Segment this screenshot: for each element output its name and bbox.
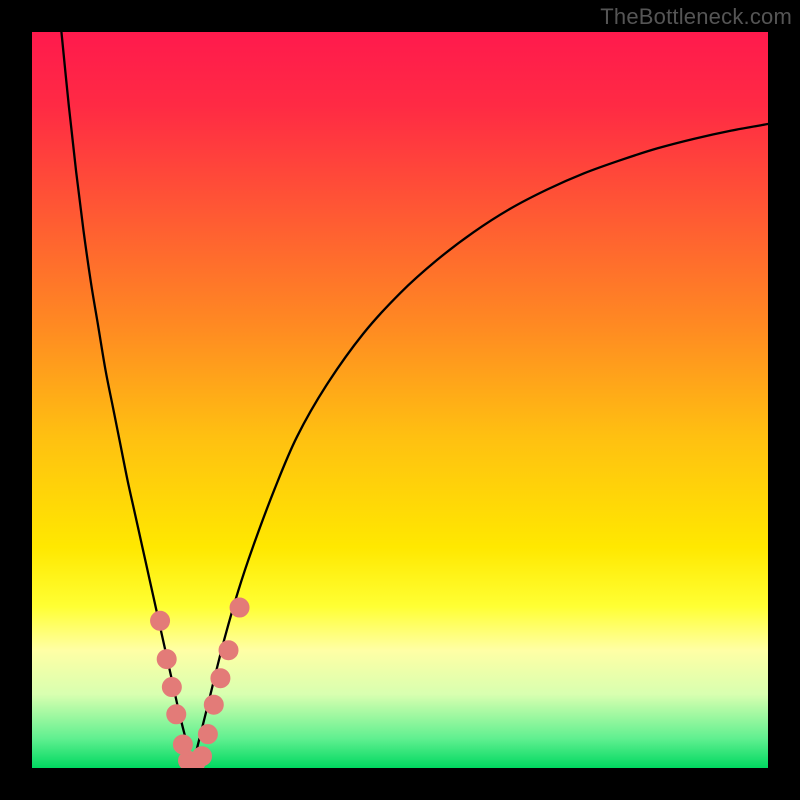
data-marker <box>219 641 238 660</box>
curve-layer <box>32 32 768 768</box>
data-marker <box>230 598 249 617</box>
data-marker <box>198 725 217 744</box>
data-marker <box>204 695 223 714</box>
chart-frame: TheBottleneck.com <box>0 0 800 800</box>
data-marker <box>211 669 230 688</box>
data-marker <box>167 705 186 724</box>
data-marker <box>162 678 181 697</box>
plot-area <box>32 32 768 768</box>
watermark-text: TheBottleneck.com <box>600 4 792 30</box>
data-marker <box>193 747 212 766</box>
curve-right-branch <box>192 124 768 766</box>
data-marker <box>151 611 170 630</box>
data-marker <box>157 650 176 669</box>
